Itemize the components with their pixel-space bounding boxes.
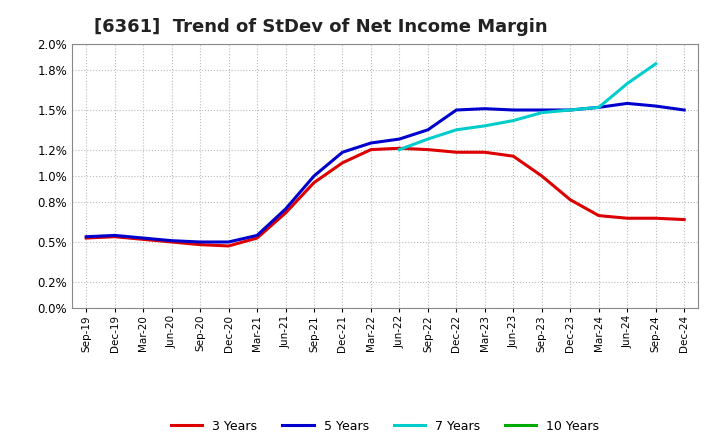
5 Years — [623, 101, 631, 106]
3 Years — [338, 160, 347, 165]
5 Years — [423, 127, 432, 132]
7 Years — [566, 107, 575, 113]
3 Years — [480, 150, 489, 155]
7 Years — [395, 147, 404, 152]
Legend: 3 Years, 5 Years, 7 Years, 10 Years: 3 Years, 5 Years, 7 Years, 10 Years — [166, 414, 604, 437]
7 Years — [623, 81, 631, 86]
Line: 3 Years: 3 Years — [86, 148, 684, 246]
3 Years — [652, 216, 660, 221]
3 Years — [566, 197, 575, 202]
3 Years — [509, 154, 518, 159]
5 Years — [395, 136, 404, 142]
5 Years — [225, 239, 233, 245]
7 Years — [423, 136, 432, 142]
7 Years — [480, 123, 489, 128]
3 Years — [623, 216, 631, 221]
7 Years — [509, 118, 518, 123]
3 Years — [253, 235, 261, 241]
3 Years — [452, 150, 461, 155]
Line: 5 Years: 5 Years — [86, 103, 684, 242]
5 Years — [680, 107, 688, 113]
7 Years — [652, 61, 660, 66]
3 Years — [167, 239, 176, 245]
3 Years — [196, 242, 204, 247]
3 Years — [282, 210, 290, 216]
5 Years — [595, 105, 603, 110]
3 Years — [225, 243, 233, 249]
5 Years — [566, 107, 575, 113]
7 Years — [595, 105, 603, 110]
3 Years — [139, 237, 148, 242]
5 Years — [366, 140, 375, 146]
3 Years — [423, 147, 432, 152]
5 Years — [110, 233, 119, 238]
3 Years — [395, 146, 404, 151]
3 Years — [366, 147, 375, 152]
3 Years — [680, 217, 688, 222]
7 Years — [452, 127, 461, 132]
5 Years — [480, 106, 489, 111]
5 Years — [282, 206, 290, 212]
3 Years — [537, 173, 546, 179]
5 Years — [82, 234, 91, 239]
5 Years — [167, 238, 176, 243]
5 Years — [310, 173, 318, 179]
5 Years — [338, 150, 347, 155]
5 Years — [652, 103, 660, 109]
5 Years — [139, 235, 148, 241]
Text: [6361]  Trend of StDev of Net Income Margin: [6361] Trend of StDev of Net Income Marg… — [94, 18, 547, 36]
3 Years — [82, 235, 91, 241]
7 Years — [537, 110, 546, 115]
3 Years — [595, 213, 603, 218]
5 Years — [509, 107, 518, 113]
5 Years — [196, 239, 204, 245]
3 Years — [310, 180, 318, 185]
5 Years — [253, 233, 261, 238]
Line: 7 Years: 7 Years — [400, 64, 656, 150]
3 Years — [110, 234, 119, 239]
5 Years — [452, 107, 461, 113]
5 Years — [537, 107, 546, 113]
